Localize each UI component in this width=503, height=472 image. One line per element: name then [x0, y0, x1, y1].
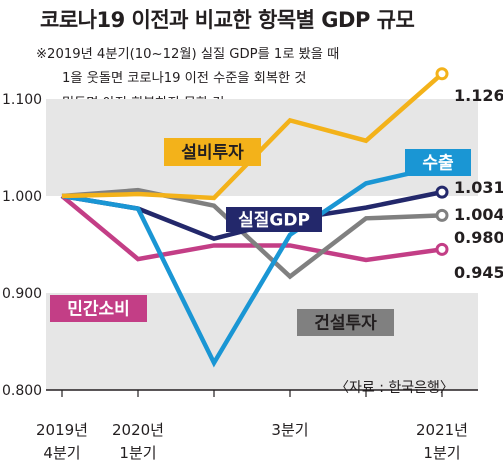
x-tick-label: 2020년 [112, 421, 164, 439]
series-line-건설투자 [61, 187, 443, 280]
series-end-marker [435, 208, 449, 222]
end-value-label: 1.031 [454, 178, 503, 197]
end-value-label: 1.004 [454, 205, 503, 224]
legend-badge-label: 수출 [422, 154, 454, 174]
x-tick-label: 1분기 [423, 444, 460, 462]
legend-badge [405, 149, 471, 176]
legend-badge [226, 207, 322, 232]
source-note: 〈자료 : 한국은행〉 [335, 380, 454, 396]
end-value-label: 0.945 [454, 263, 503, 282]
x-tick-label: 1분기 [119, 444, 156, 462]
y-tick-label: 1.100 [2, 92, 42, 108]
series-end-marker [435, 67, 449, 81]
series-line-수출 [61, 163, 443, 368]
legend-badge-label: 민간소비 [67, 300, 130, 320]
legend-badge-label: 건설투자 [314, 314, 377, 334]
y-tick-label: 0.900 [2, 286, 42, 302]
end-value-label: 1.126 [454, 86, 503, 105]
series-line-민간소비 [60, 194, 443, 263]
x-tick-label: 4분기 [43, 444, 80, 462]
x-tick-label: 2019년 [36, 421, 88, 439]
series-end-marker [435, 242, 449, 256]
x-tick-label: 2021년 [416, 421, 468, 439]
legend-badge [297, 309, 394, 336]
chart-title: 코로나19 이전과 비교한 항목별 GDP 규모 [40, 8, 415, 32]
legend-badge [50, 295, 147, 322]
legend-badge-label: 설비투자 [181, 143, 244, 163]
end-value-label: 0.980 [454, 228, 503, 247]
y-tick-label: 1.000 [2, 189, 42, 205]
legend-badge [164, 138, 261, 166]
note-line-2: 1을 웃돌면 코로나19 이전 수준을 회복한 것 [62, 71, 307, 86]
legend-badge-label: 실질GDP [238, 210, 310, 231]
x-tick-label: 3분기 [271, 421, 308, 439]
y-tick-label: 0.800 [2, 383, 42, 399]
note-line-1: ※2019년 4분기(10~12월) 실질 GDP를 1로 봤을 때 [36, 47, 340, 62]
series-end-marker [435, 185, 449, 199]
